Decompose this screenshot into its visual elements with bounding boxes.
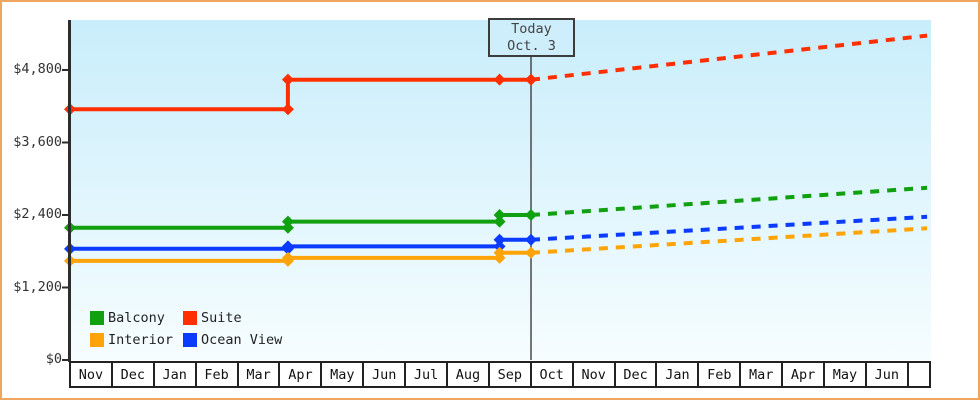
legend-swatch-icon [183,333,197,347]
plot-background [70,20,931,360]
data-point-marker-suite [493,73,506,86]
x-axis-month-row: Nov Dec Jan Feb Mar Apr May Jun Jul Aug Sep Oct Nov D… [69,361,931,388]
data-point-marker-balcony [281,215,294,228]
month-cell: Nov [69,361,111,388]
data-point-marker-ocean-view [525,233,538,246]
data-point-marker-ocean-view [493,233,506,246]
y-axis-label: $4,800 [13,61,62,77]
legend-item-interior: Interior [90,332,183,348]
y-axis-tick [62,286,70,289]
month-cell: Dec [110,361,153,388]
month-cell: May [823,361,865,388]
y-axis-tick [62,69,70,71]
y-axis-tick [62,214,70,216]
legend-item-balcony: Balcony [90,310,183,326]
legend-item-suite: Suite [183,310,282,326]
data-point-marker-balcony [493,215,506,228]
month-cell: Mar [739,361,782,388]
month-cell: May [320,361,363,388]
y-axis-tick [62,359,70,361]
data-point-marker-suite [525,73,538,86]
today-marker-box: Today Oct. 3 [488,18,575,57]
data-point-marker-suite [281,103,294,116]
data-point-marker-balcony [281,221,294,234]
data-point-marker-balcony [493,209,506,221]
month-cell: Aug [446,361,488,388]
legend: Balcony Suite Interior Ocean View [90,310,282,348]
y-axis-label: $2,400 [13,206,62,222]
legend-label: Ocean View [201,332,283,348]
y-axis-line [68,20,71,362]
month-cell: Jan [655,361,698,388]
legend-label: Balcony [108,310,165,326]
month-cell: Feb [194,361,237,388]
month-cell: Dec [613,361,656,388]
legend-item-ocean-view: Ocean View [183,332,282,348]
month-cell: Jul [404,361,447,388]
y-axis-label: $1,200 [13,278,62,295]
legend-swatch-icon [90,311,104,325]
data-point-marker-ocean-view [281,240,294,253]
legend-label: Suite [201,310,242,326]
month-cell: Jan [152,361,195,388]
month-cell: Sep [487,361,530,388]
series-forecast-interior [530,226,928,255]
data-point-marker-interior [525,246,538,259]
month-cell: Feb [697,361,740,388]
month-cell: Apr [781,361,824,388]
month-cell: Jun [864,361,907,388]
legend-label: Interior [108,332,174,348]
data-point-marker-interior [281,251,294,264]
month-cell: Mar [236,361,279,388]
today-label: Today [511,20,552,37]
month-cell: Oct [529,361,572,388]
month-cell: Nov [571,361,614,388]
legend-swatch-icon [90,333,104,347]
series-forecast-balcony [530,185,928,217]
y-axis-tick [62,141,70,144]
data-point-marker-ocean-view [493,240,506,253]
data-point-marker-balcony [525,209,538,221]
y-axis-label: $0 [45,351,62,367]
y-axis-label: $3,600 [13,133,62,150]
month-cell: Jun [362,361,405,388]
legend-swatch-icon [183,311,197,325]
series-forecast-ocean-view [530,214,928,242]
today-date: Oct. 3 [507,37,556,54]
month-cell-empty [906,361,931,388]
data-point-marker-suite [281,73,294,86]
data-point-marker-interior [493,246,506,259]
month-cell: Apr [278,361,321,388]
